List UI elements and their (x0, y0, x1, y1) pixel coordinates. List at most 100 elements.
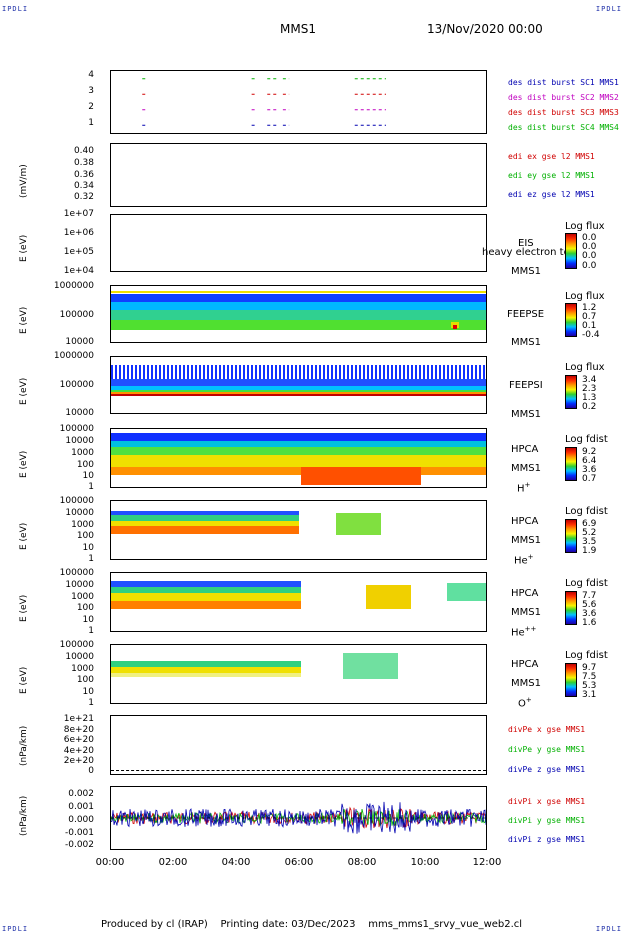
eis-ytick-1e05: 1e+05 (63, 247, 94, 257)
divpe-ytick-2e20: 2e+20 (63, 756, 94, 766)
eis-instrument-label: EIS (518, 238, 534, 249)
feepsi-ytick-1e5: 100000 (59, 380, 94, 390)
divpi-ytick-0000: 0.000 (68, 815, 94, 825)
burst-ytick-1: 1 (88, 118, 94, 128)
burst-legend-sc3: des dist burst SC3 MMS3 (508, 108, 619, 117)
feepse-band-blue (111, 294, 486, 302)
hpca-o-colorbar-title: Log fdist (565, 650, 608, 661)
burst-legend-sc1: des dist burst SC1 MMS1 (508, 78, 619, 87)
feepse-band-green (111, 320, 486, 330)
hpca-hepp-ylabel: E (eV) (19, 594, 29, 622)
feepsi-band-orange (111, 392, 486, 394)
hpca-o-sc-label: MMS1 (511, 678, 541, 689)
divpe-legend-x: divPe x gse MMS1 (508, 725, 586, 734)
edi-legend-ey: edi ey gse l2 MMS1 (508, 171, 595, 180)
feepsi-colorbar (565, 375, 577, 409)
hpca-he-ytick-1e1: 10 (82, 543, 94, 553)
hpca-hepp-band-green (111, 587, 301, 593)
edi-legend-ez: edi ez gse l2 MMS1 (508, 190, 595, 199)
hpca-hepp-colorbar-title: Log fdist (565, 578, 608, 589)
edi-ytick-036: 0.36 (73, 170, 94, 180)
feepse-ytick-1e5: 100000 (59, 310, 94, 320)
feepsi-ytick-1e4: 10000 (65, 408, 94, 418)
hpca-o-cb-tick-3: 3.1 (582, 690, 597, 700)
xtick-1000: 10:00 (410, 857, 440, 868)
divpi-ytick-0002: 0.002 (68, 789, 94, 799)
hpca-hepp-burst-segment (366, 585, 411, 609)
eis-ylabel: E (eV) (19, 234, 29, 262)
corner-label-tr: IPDLI (595, 5, 622, 13)
divpe-ytick-8e20: 8e+20 (63, 725, 94, 735)
divpi-ytick-m0002: -0.002 (64, 840, 94, 850)
hpca-o-ytick-1: 1 (88, 698, 94, 708)
divpi-z-trace (111, 801, 486, 834)
hpca-hepp-colorbar (565, 591, 577, 625)
burst-ytick-4: 4 (88, 70, 94, 80)
hpca-hepp-sc-label: MMS1 (511, 607, 541, 618)
divpi-panel (110, 786, 487, 850)
hpca-hepp-band-orange (111, 601, 301, 609)
hpca-h-ytick-1e3: 1000 (71, 448, 94, 458)
hpca-o-cb-tick-2: 5.3 (582, 681, 597, 691)
hpca-h-sc-label: MMS1 (511, 463, 541, 474)
hpca-he-colorbar (565, 519, 577, 553)
divpe-ytick-4e20: 4e+20 (63, 746, 94, 756)
feepse-ylabel: E (eV) (19, 306, 29, 334)
hpca-o-burst-segment (343, 653, 398, 679)
hpca-hepp-cb-tick-3: 1.6 (582, 618, 597, 628)
hpca-he-cb-tick-0: 6.9 (582, 519, 597, 529)
footer-printing-date: Printing date: 03/Dec/2023 (220, 919, 356, 930)
divpe-legend-z: divPe z gse MMS1 (508, 765, 586, 774)
hpca-hepp-cb-tick-1: 5.6 (582, 600, 597, 610)
burst-legend-sc4: des dist burst SC4 MMS4 (508, 123, 619, 132)
feepsi-band-blue (111, 379, 486, 386)
eis-cb-tick-0: 0.0 (582, 233, 597, 243)
hpca-o-panel (110, 644, 487, 704)
hpca-he-ytick-1e3: 1000 (71, 520, 94, 530)
hpca-o-colorbar (565, 663, 577, 697)
hpca-hepp-band-blue (111, 581, 301, 587)
feepse-ytick-1e6: 1000000 (53, 281, 94, 291)
corner-label-bl: IPDLI (2, 925, 29, 933)
hpca-o-instrument-label: HPCA (511, 659, 539, 670)
hpca-hepp-ytick-1e3: 1000 (71, 592, 94, 602)
divpe-ytick-1e21: 1e+21 (63, 714, 94, 724)
hpca-o-ytick-1e1: 10 (82, 687, 94, 697)
footer-filename: mms_mms1_srvy_vue_web2.cl (368, 919, 523, 930)
hpca-hepp-panel (110, 572, 487, 632)
hpca-hepp-ion-label: He++ (511, 625, 537, 639)
edi-ytick-032: 0.32 (73, 192, 94, 202)
feepse-band-teal (111, 310, 486, 320)
hpca-he-ytick-1e4: 10000 (65, 508, 94, 518)
hpca-h-ylabel: E (eV) (19, 450, 29, 478)
xtick-0400: 04:00 (221, 857, 251, 868)
divpi-legend-y: divPi y gse MMS1 (508, 816, 586, 825)
divpi-ylabel: (nPa/km) (19, 795, 29, 836)
hpca-hepp-ytick-1e5: 100000 (59, 568, 94, 578)
hpca-he-ytick-1e2: 100 (76, 531, 94, 541)
hpca-o-band-green (111, 661, 301, 667)
hpca-he-cb-tick-3: 1.9 (582, 546, 597, 556)
burst-plot (142, 78, 386, 126)
hpca-h-band-red (301, 467, 421, 485)
hpca-hepp-late-segment (447, 583, 486, 601)
burst-legend-sc2: des dist burst SC2 MMS2 (508, 93, 619, 102)
hpca-h-band-blue (111, 433, 486, 441)
hpca-h-cb-tick-1: 6.4 (582, 456, 597, 466)
eis-colorbar (565, 233, 577, 269)
hpca-he-ylabel: E (eV) (19, 522, 29, 550)
xtick-0200: 02:00 (158, 857, 188, 868)
hpca-o-ytick-1e5: 100000 (59, 640, 94, 650)
feepse-sc-label: MMS1 (511, 337, 541, 348)
hpca-h-instrument-label: HPCA (511, 444, 539, 455)
hpca-he-burst-segment (336, 513, 381, 535)
feepse-band-cyan (111, 302, 486, 310)
hpca-hepp-ytick-1e1: 10 (82, 615, 94, 625)
hpca-hepp-band-yellow (111, 593, 301, 601)
edi-legend-ex: edi ex gse l2 MMS1 (508, 152, 595, 161)
eis-cb-tick-2: 0.0 (582, 251, 597, 261)
hpca-h-ytick-1e1: 10 (82, 471, 94, 481)
footer-produced: Produced by cl (IRAP) (101, 919, 208, 930)
hpca-he-cb-tick-1: 5.2 (582, 528, 597, 538)
hpca-o-ion-label: O+ (518, 696, 532, 710)
